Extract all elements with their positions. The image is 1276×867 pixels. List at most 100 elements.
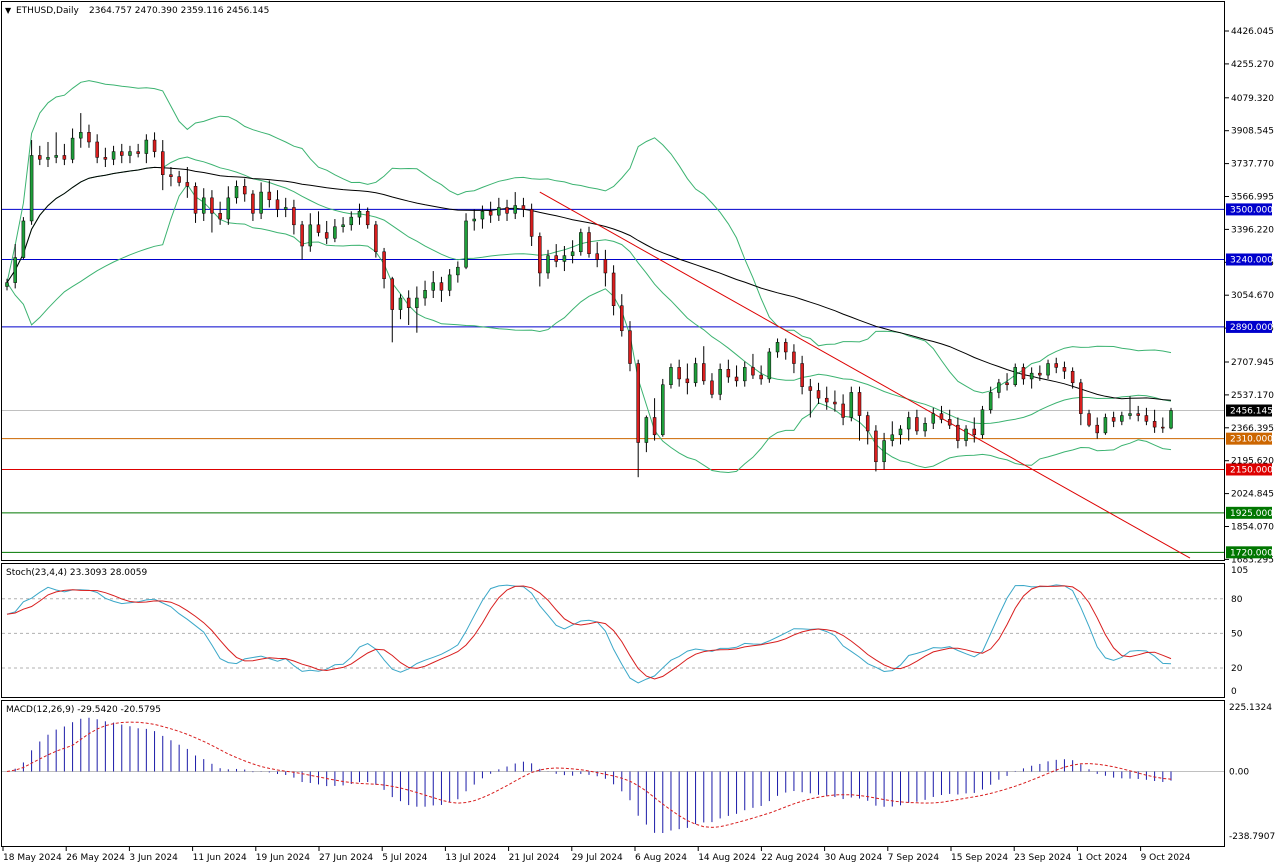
candle-body xyxy=(726,369,731,378)
candle-body xyxy=(906,417,911,430)
candle-body xyxy=(160,151,165,175)
candle-body xyxy=(783,342,788,353)
level-tag-label: 2310.000 xyxy=(1230,435,1273,445)
candle-body xyxy=(915,417,919,432)
level-tag xyxy=(1226,253,1272,266)
candle-body xyxy=(628,330,632,364)
candle-body xyxy=(538,236,542,274)
date-tick-label: 14 Aug 2024 xyxy=(698,853,756,863)
candle-body xyxy=(349,216,354,226)
stoch-tick-label: 20 xyxy=(1231,664,1243,674)
candle-body xyxy=(144,139,149,154)
trendline xyxy=(539,191,1191,559)
date-tick-label: 13 Jul 2024 xyxy=(445,853,496,863)
candle-body xyxy=(497,207,501,216)
symbol-dropdown-icon[interactable]: ▼ xyxy=(5,6,12,15)
candle-body xyxy=(800,363,804,387)
candle-body xyxy=(980,409,985,436)
price-tick-label: 1683.295 xyxy=(1231,555,1274,565)
macd-tick-label: -238.7907 xyxy=(1229,832,1275,842)
candle-body xyxy=(398,297,403,310)
price-tick-label: 3566.995 xyxy=(1231,192,1274,202)
level-tag xyxy=(1226,546,1272,559)
candle-body xyxy=(275,199,280,210)
candle-body xyxy=(324,232,329,239)
candle-body xyxy=(267,191,272,201)
candle-body xyxy=(644,417,649,443)
candle-body xyxy=(341,224,345,227)
candle-body xyxy=(488,211,493,216)
level-tag xyxy=(1226,463,1272,476)
candle-body xyxy=(603,259,608,274)
level-tag-label: 1925.000 xyxy=(1230,509,1273,519)
candle-body xyxy=(374,224,378,253)
price-tick-label: 2366.395 xyxy=(1231,424,1274,434)
stoch-k-line xyxy=(6,584,1172,684)
candle-body xyxy=(201,197,206,214)
candle-body xyxy=(95,141,99,158)
candle-body xyxy=(111,151,116,160)
candle-body xyxy=(218,213,222,220)
candle-body xyxy=(521,205,526,210)
candle-body xyxy=(1021,367,1026,380)
candle-body xyxy=(1103,417,1108,434)
candle-body xyxy=(62,155,67,160)
candle-body xyxy=(70,137,75,160)
candle-body xyxy=(677,367,681,380)
stoch-tick-label: 105 xyxy=(1231,566,1248,576)
date-tick-label: 6 Aug 2024 xyxy=(635,853,687,863)
date-tick-label: 18 May 2024 xyxy=(3,853,62,863)
price-tick-label: 3737.770 xyxy=(1231,160,1274,170)
candle-body xyxy=(988,392,993,411)
stoch-tick-label: 80 xyxy=(1231,595,1243,605)
candle-body xyxy=(177,176,181,183)
date-tick-label: 11 Jun 2024 xyxy=(193,853,247,863)
candle-body xyxy=(480,211,485,220)
stochastic-panel[interactable] xyxy=(2,584,1224,684)
macd-panel-frame xyxy=(1,700,1225,847)
candle-body xyxy=(546,255,550,274)
candle-body xyxy=(423,290,427,299)
candle-body xyxy=(620,305,624,332)
price-tick-label: 3908.545 xyxy=(1231,127,1274,137)
candle-body xyxy=(1128,413,1132,416)
level-tag-label: 1720.000 xyxy=(1230,548,1273,558)
candle-body xyxy=(1152,421,1157,428)
candle-body xyxy=(79,132,83,139)
candle-body xyxy=(234,186,239,199)
candle-body xyxy=(21,220,26,258)
level-tag xyxy=(1226,506,1272,519)
candle-body xyxy=(505,207,509,214)
candle-body xyxy=(685,378,690,384)
date-tick-label: 29 Jul 2024 xyxy=(572,853,623,863)
date-tick-label: 21 Jul 2024 xyxy=(509,853,560,863)
candle-body xyxy=(242,186,247,195)
macd-tick-label: 0.00 xyxy=(1229,768,1249,778)
candle-body xyxy=(792,351,796,364)
current-price-tag xyxy=(1226,404,1272,417)
candle-body xyxy=(882,440,886,463)
date-tick-label: 3 Jun 2024 xyxy=(129,853,178,863)
price-tick-label: 2537.170 xyxy=(1231,391,1274,401)
candle-body xyxy=(595,253,599,260)
date-tick-label: 23 Sep 2024 xyxy=(1014,853,1071,863)
candle-body xyxy=(956,424,960,441)
date-tick-label: 30 Aug 2024 xyxy=(825,853,883,863)
candle-body xyxy=(513,205,517,214)
candle-body xyxy=(472,218,476,222)
candle-body xyxy=(997,382,1001,393)
candle-body xyxy=(1169,410,1173,429)
candle-body xyxy=(841,403,845,418)
macd-panel[interactable] xyxy=(2,717,1224,834)
candle-body xyxy=(1029,372,1034,380)
bollinger-lower xyxy=(6,183,1172,474)
candle-body xyxy=(636,363,640,443)
candle-body xyxy=(87,132,91,143)
candle-body xyxy=(833,401,837,405)
date-tick-label: 9 Oct 2024 xyxy=(1141,853,1191,863)
candle-body xyxy=(1079,382,1083,414)
candle-body xyxy=(406,297,411,308)
price-panel[interactable] xyxy=(2,80,1224,559)
candle-body xyxy=(103,157,108,160)
